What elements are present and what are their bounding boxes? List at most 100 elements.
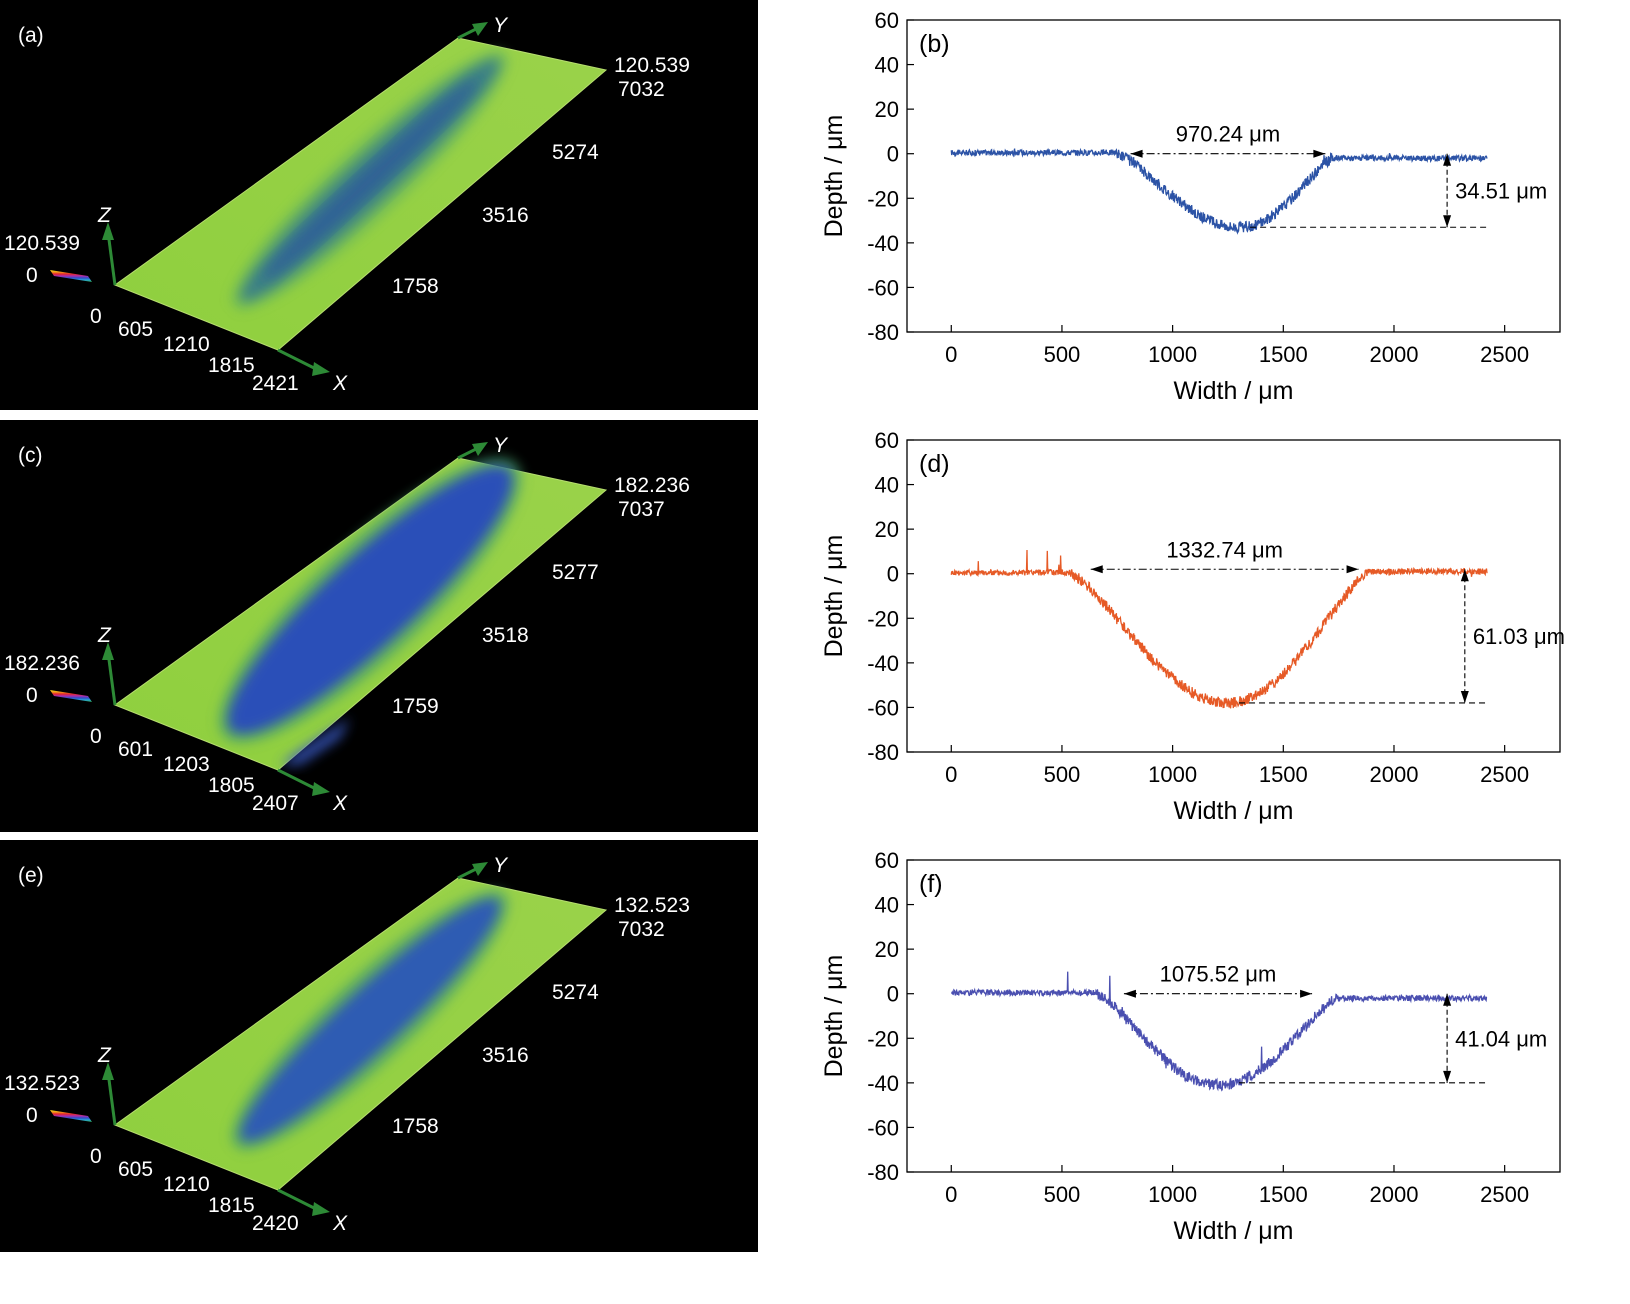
y-tick-label: 40	[875, 53, 899, 78]
y-tick-label: 20	[875, 517, 899, 542]
depth-annotation: 61.03 μm	[1473, 624, 1565, 649]
depth-profile-chart-d: 60 40 20 0 -20 -40 -60 -80 0 500 1000 1500 2000 2500 W…	[790, 420, 1630, 840]
y-tick-label: 0	[887, 562, 899, 587]
x-axis-arrow	[312, 782, 330, 796]
down-arrowhead	[1460, 690, 1469, 703]
depth-profile-plot: 60 40 20 0 -20 -40 -60 -80 0 500 1000 1500 2000 2500 W…	[820, 428, 1565, 825]
y-axis-arrow	[472, 22, 488, 36]
y-tick-label: -80	[867, 1160, 899, 1185]
y-tick-label: -60	[867, 695, 899, 720]
x-tick-label: 605	[118, 318, 153, 341]
x-tick-label: 2000	[1370, 342, 1419, 367]
plot-frame	[906, 19, 1561, 333]
y-tick-label: 1759	[392, 695, 439, 718]
y-axis-line	[457, 866, 479, 880]
panel-label: (a)	[18, 24, 44, 47]
corner-z-label: 120.539	[614, 54, 690, 77]
x-tick-label: 605	[118, 1158, 153, 1181]
panel-label: (d)	[919, 450, 950, 478]
panel-label: (b)	[919, 30, 950, 58]
right-arrowhead	[1346, 565, 1359, 574]
z-max-label: 182.236	[4, 652, 80, 675]
y-axis-title: Depth / μm	[820, 955, 848, 1078]
y-tick-label: 60	[875, 848, 899, 873]
y-tick-label: 1758	[392, 1115, 439, 1138]
wear-track-groove	[227, 466, 513, 734]
y-axis-label: Y	[493, 854, 509, 877]
depth-profile-line	[950, 549, 1488, 709]
up-arrowhead	[1443, 153, 1452, 166]
x-tick-label: 1000	[1148, 762, 1197, 787]
x-tick-label: 0	[945, 762, 957, 787]
x-tick-label: 1500	[1259, 1182, 1308, 1207]
z-min-label: 0	[26, 1104, 38, 1127]
y-tick-label: -80	[867, 740, 899, 765]
x-tick-label: 500	[1044, 342, 1081, 367]
left-arrowhead	[1130, 149, 1143, 158]
y-tick-label: 1758	[392, 275, 439, 298]
x-tick-label: 0	[945, 342, 957, 367]
color-scale-bar	[50, 270, 92, 282]
x-tick-label: 1203	[163, 753, 210, 776]
depth-profile-line	[951, 971, 1488, 1092]
up-arrowhead	[1443, 993, 1452, 1006]
z-axis-label: Z	[97, 204, 112, 227]
x-tick-label: 1500	[1259, 342, 1308, 367]
x-tick-label: 2000	[1370, 1182, 1419, 1207]
depth-profile-plot: 60 40 20 0 -20 -40 -60 -80 0 500 1000 1500 2000 2500 W…	[820, 848, 1561, 1245]
y-tick-label: -20	[867, 186, 899, 211]
y-tick-label: -20	[867, 606, 899, 631]
down-arrowhead	[1443, 1070, 1452, 1083]
y-axis-line	[457, 26, 479, 40]
z-axis-arrow	[102, 222, 114, 240]
y-tick-label: 3518	[482, 624, 529, 647]
y-tick-label: 40	[875, 473, 899, 498]
panel-label: (c)	[18, 444, 43, 467]
y-tick-label: -20	[867, 1026, 899, 1051]
depth-annotation: 41.04 μm	[1455, 1026, 1547, 1051]
plot-frame	[906, 439, 1561, 753]
z-axis-line	[106, 1071, 117, 1126]
x-tick-label: 2500	[1480, 762, 1529, 787]
z-axis-label: Z	[97, 624, 112, 647]
depth-profile-chart-f: 60 40 20 0 -20 -40 -60 -80 0 500 1000 1500 2000 2500 W…	[790, 840, 1630, 1299]
y-tick-label: 3516	[482, 204, 529, 227]
edge-wear-patch	[280, 718, 350, 765]
x-axis-title: Width / μm	[1174, 377, 1294, 405]
corner-z-label: 182.236	[614, 474, 690, 497]
y-tick-label: 0	[887, 982, 899, 1007]
depth-profile-line	[950, 147, 1488, 235]
wear-track-groove	[240, 898, 500, 1142]
wear-track-core	[263, 80, 477, 280]
y-tick-label: 40	[875, 893, 899, 918]
y-axis-line	[457, 446, 479, 460]
y-tick-label: -40	[867, 231, 899, 256]
x-tick-label: 1000	[1148, 1182, 1197, 1207]
x-axis-arrow	[312, 1202, 330, 1216]
depth-annotation: 34.51 μm	[1455, 178, 1547, 203]
y-tick-label: 3516	[482, 1044, 529, 1067]
depth-profile-chart-b: 60 40 20 0 -20 -40 -60 -80 0 500 1000 1500 2000 2500 W…	[790, 0, 1630, 420]
z-axis-label: Z	[97, 1044, 112, 1067]
x-axis-label: X	[332, 792, 348, 815]
x-tick-label: 0	[945, 1182, 957, 1207]
color-scale-bar	[50, 1110, 92, 1122]
z-min-label: 0	[26, 684, 38, 707]
y-tick-label: 5277	[552, 561, 599, 584]
x-axis-label: X	[332, 1212, 348, 1235]
y-axis-title: Depth / μm	[820, 115, 848, 238]
x-tick-label: 2000	[1370, 762, 1419, 787]
x-tick-label: 500	[1044, 762, 1081, 787]
x-tick-label: 0	[90, 725, 102, 748]
y-axis-title: Depth / μm	[820, 535, 848, 658]
y-tick-label: 20	[875, 937, 899, 962]
width-annotation: 1075.52 μm	[1160, 962, 1277, 987]
z-max-label: 120.539	[4, 232, 80, 255]
y-tick-label: 60	[875, 8, 899, 33]
y-tick-label: 60	[875, 428, 899, 453]
up-arrowhead	[1460, 569, 1469, 582]
x-tick-label: 2407	[252, 792, 299, 815]
down-arrowhead	[1443, 215, 1452, 228]
y-tick-label: 7032	[618, 918, 665, 941]
